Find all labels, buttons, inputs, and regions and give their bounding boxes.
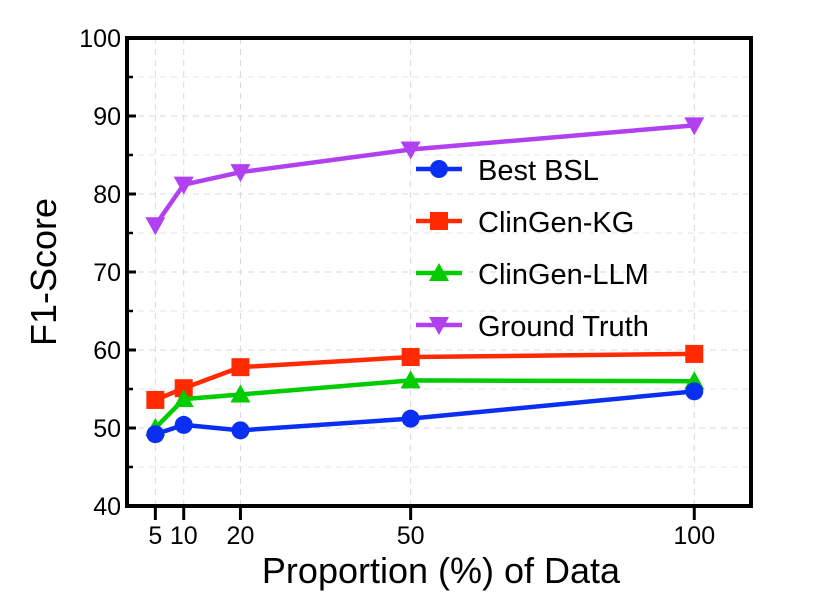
data-point (230, 384, 251, 403)
series-layer (145, 117, 705, 444)
legend-item: ClinGen-LLM (416, 259, 649, 291)
legend-label: Best BSL (478, 155, 599, 187)
data-point (146, 425, 165, 444)
legend-marker (430, 212, 448, 230)
data-point (145, 217, 166, 236)
y-tick-label: 100 (79, 25, 121, 53)
data-point (174, 415, 193, 434)
plot-frame (125, 36, 753, 508)
data-point (684, 117, 705, 136)
data-point (231, 358, 250, 377)
legend: Best BSL ClinGen-KG ClinGen-LLM Ground Trut… (416, 155, 649, 343)
data-point (685, 344, 704, 363)
y-tick-label: 90 (93, 103, 121, 131)
y-tick-label: 40 (93, 493, 121, 521)
y-tick-label: 70 (93, 259, 121, 287)
data-point (685, 382, 704, 401)
y-axis-title: F1-Score (23, 198, 64, 346)
data-point (400, 370, 421, 389)
data-point (173, 176, 194, 195)
series-clingen-llm (145, 370, 705, 436)
series-line (153, 378, 695, 430)
legend-item: Ground Truth (416, 311, 649, 343)
series-clingen-kg (146, 344, 704, 409)
x-tick-label: 20 (227, 522, 255, 550)
legend-marker (430, 160, 448, 178)
legend-item: Best BSL (416, 155, 599, 187)
data-point (400, 141, 421, 160)
x-tick-label: 50 (397, 522, 425, 550)
x-axis-title: Proportion (%) of Data (262, 550, 621, 591)
legend-marker (429, 317, 449, 335)
x-tick-label: 5 (148, 522, 162, 550)
y-tick-label: 60 (93, 337, 121, 365)
data-point (401, 409, 420, 428)
x-tick-label: 100 (673, 522, 715, 550)
data-point (231, 421, 250, 440)
data-point (174, 379, 193, 398)
data-point (401, 348, 420, 367)
data-point (173, 389, 194, 408)
legend-marker (429, 263, 449, 281)
legend-label: ClinGen-LLM (478, 259, 649, 291)
legend-label: Ground Truth (478, 311, 649, 343)
legend-item: ClinGen-KG (416, 207, 634, 239)
data-point (230, 164, 251, 183)
y-tick-label: 80 (93, 181, 121, 209)
y-tick-label: 50 (93, 415, 121, 443)
x-tick-label: 10 (170, 522, 198, 550)
series-best-bsl (146, 382, 704, 444)
tick-labels: 40 50 60 70 80 90 100 5 10 20 50 100 (79, 25, 715, 550)
legend-label: ClinGen-KG (478, 207, 634, 239)
series-ground-truth (145, 117, 705, 236)
data-point (146, 390, 165, 409)
